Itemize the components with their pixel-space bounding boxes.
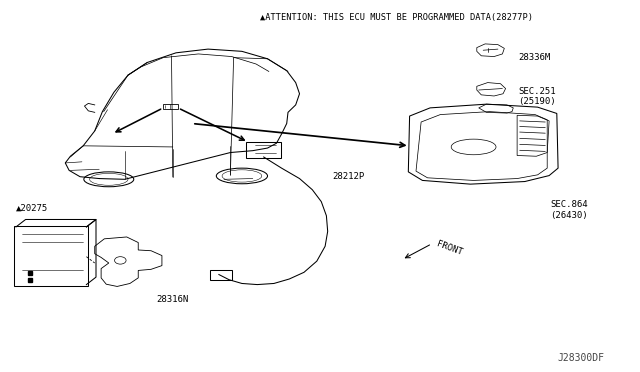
Text: SEC.864
(26430): SEC.864 (26430) [550,201,588,220]
Text: 28212P: 28212P [333,172,365,181]
FancyBboxPatch shape [14,226,88,286]
Text: 28336M: 28336M [518,53,550,62]
FancyBboxPatch shape [246,142,281,158]
Text: SEC.251
(25190): SEC.251 (25190) [518,87,556,106]
Text: 28316N: 28316N [157,295,189,304]
Text: FRONT: FRONT [435,239,463,257]
FancyBboxPatch shape [210,270,232,280]
Text: ▲ATTENTION: THIS ECU MUST BE PROGRAMMED DATA(28277P): ▲ATTENTION: THIS ECU MUST BE PROGRAMMED … [260,13,533,22]
Text: ▲20275: ▲20275 [16,204,48,213]
Text: J28300DF: J28300DF [558,353,605,363]
